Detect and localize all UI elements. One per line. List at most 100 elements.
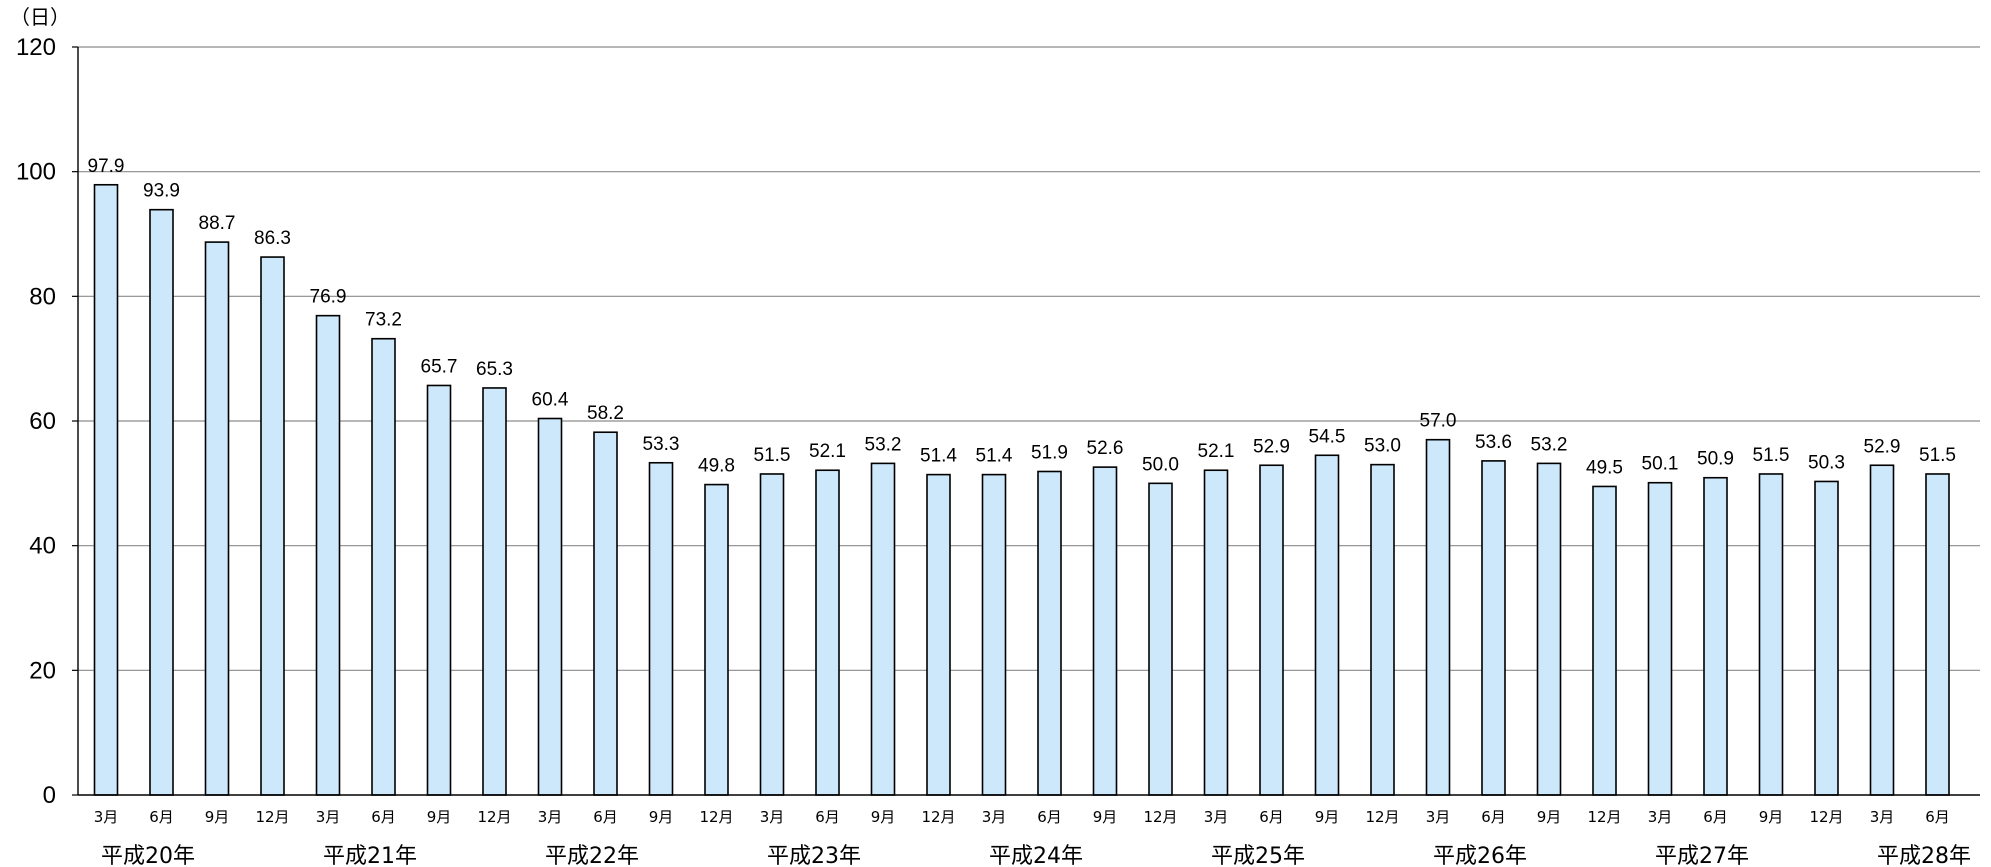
bar bbox=[1314, 454, 1340, 796]
data-label: 86.3 bbox=[254, 228, 291, 249]
bar bbox=[1370, 463, 1395, 796]
x-tick-label: 12月 bbox=[255, 808, 289, 826]
data-labels: 97.9 93.9 88.7 86.3 76.9 73.2 65.7 65.3 60.4 58.2… bbox=[88, 156, 1956, 479]
x-tick-label: 12月 bbox=[1809, 808, 1843, 826]
bar bbox=[1925, 473, 1950, 796]
year-group-label: 平成26年 bbox=[1433, 844, 1527, 867]
data-label: 49.8 bbox=[698, 456, 735, 477]
bar bbox=[204, 241, 230, 796]
x-tick-label: 12月 bbox=[1143, 808, 1177, 826]
x-tick-label: 3月 bbox=[982, 808, 1007, 826]
data-label: 51.5 bbox=[1753, 445, 1790, 466]
y-tick-label: 40 bbox=[29, 533, 56, 560]
bar bbox=[704, 483, 729, 796]
x-tick-label: 9月 bbox=[1315, 808, 1340, 826]
bar bbox=[482, 387, 507, 796]
bar bbox=[981, 473, 1007, 796]
y-tick-label: 120 bbox=[16, 34, 56, 61]
year-group-label: 平成22年 bbox=[545, 844, 639, 867]
y-tick-label: 100 bbox=[16, 159, 56, 186]
bar bbox=[1869, 464, 1895, 796]
bar bbox=[1259, 464, 1284, 796]
data-label: 52.1 bbox=[1198, 441, 1235, 462]
bar bbox=[1203, 469, 1229, 796]
bar bbox=[759, 473, 785, 796]
year-group-label: 平成28年 bbox=[1877, 844, 1971, 867]
x-tick-label: 6月 bbox=[1259, 808, 1284, 826]
bar bbox=[1037, 470, 1062, 796]
bar bbox=[815, 469, 840, 796]
year-group-label: 平成20年 bbox=[101, 844, 195, 867]
data-label: 57.0 bbox=[1420, 411, 1457, 432]
data-label: 52.9 bbox=[1864, 436, 1901, 457]
bar bbox=[1592, 485, 1617, 796]
data-label: 50.9 bbox=[1697, 449, 1734, 470]
x-tick-label: 3月 bbox=[1204, 808, 1229, 826]
x-axis-year-labels: 平成20年 平成21年 平成22年 平成23年 平成24年 平成25年 平成26年 平成27年… bbox=[101, 844, 1971, 867]
bar bbox=[426, 384, 452, 796]
x-tick-label: 3月 bbox=[1648, 808, 1673, 826]
data-label: 52.1 bbox=[809, 441, 846, 462]
bar bbox=[1481, 460, 1506, 796]
data-label: 93.9 bbox=[143, 181, 180, 202]
x-tick-label: 6月 bbox=[815, 808, 840, 826]
data-label: 50.0 bbox=[1142, 454, 1179, 475]
data-label: 52.6 bbox=[1087, 438, 1124, 459]
x-tick-label: 9月 bbox=[1537, 808, 1562, 826]
bar bbox=[1758, 473, 1784, 796]
x-tick-label: 9月 bbox=[205, 808, 230, 826]
x-tick-label: 6月 bbox=[149, 808, 174, 826]
year-group-label: 平成23年 bbox=[767, 844, 861, 867]
x-tick-label: 3月 bbox=[94, 808, 119, 826]
x-tick-label: 9月 bbox=[427, 808, 452, 826]
x-tick-label: 12月 bbox=[921, 808, 955, 826]
bar bbox=[1703, 476, 1728, 796]
x-axis-month-labels: 3月 6月 9月 12月 3月 6月 9月 12月 3月 6月 9月 12月 3月 6月 9月 12月 3月 6月… bbox=[94, 808, 1950, 826]
y-axis-ticks: 0 20 40 60 80 100 120 bbox=[16, 34, 78, 809]
year-group-label: 平成24年 bbox=[989, 844, 1083, 867]
data-label: 51.5 bbox=[1919, 445, 1956, 466]
x-tick-label: 6月 bbox=[1925, 808, 1950, 826]
data-label: 51.4 bbox=[920, 446, 957, 467]
bar bbox=[870, 462, 896, 796]
x-tick-label: 12月 bbox=[1365, 808, 1399, 826]
y-tick-label: 0 bbox=[43, 782, 56, 809]
bar bbox=[1092, 466, 1118, 796]
data-label: 53.6 bbox=[1475, 432, 1512, 453]
x-tick-label: 6月 bbox=[593, 808, 618, 826]
x-tick-label: 3月 bbox=[538, 808, 563, 826]
bar bbox=[593, 431, 618, 796]
data-label: 60.4 bbox=[532, 390, 569, 411]
data-label: 51.5 bbox=[754, 445, 791, 466]
data-label: 53.3 bbox=[643, 434, 680, 455]
x-tick-label: 12月 bbox=[477, 808, 511, 826]
bar bbox=[1814, 480, 1839, 796]
data-label: 73.2 bbox=[365, 310, 402, 331]
data-label: 53.0 bbox=[1364, 436, 1401, 457]
y-axis-unit-label: （日） bbox=[10, 5, 70, 29]
gridlines bbox=[78, 46, 1980, 671]
x-tick-label: 12月 bbox=[699, 808, 733, 826]
x-tick-label: 9月 bbox=[1093, 808, 1118, 826]
x-tick-label: 9月 bbox=[871, 808, 896, 826]
data-label: 65.7 bbox=[421, 356, 458, 377]
data-label: 97.9 bbox=[88, 156, 125, 177]
data-label: 53.2 bbox=[1531, 434, 1568, 455]
x-tick-label: 9月 bbox=[1759, 808, 1784, 826]
bar bbox=[260, 256, 285, 796]
year-group-label: 平成21年 bbox=[323, 844, 417, 867]
data-label: 49.5 bbox=[1586, 457, 1623, 478]
data-label: 53.2 bbox=[865, 434, 902, 455]
y-tick-label: 80 bbox=[29, 283, 56, 310]
data-label: 88.7 bbox=[199, 213, 236, 234]
x-tick-label: 3月 bbox=[316, 808, 341, 826]
x-tick-label: 9月 bbox=[649, 808, 674, 826]
x-tick-label: 6月 bbox=[371, 808, 396, 826]
data-label: 52.9 bbox=[1253, 436, 1290, 457]
x-tick-label: 3月 bbox=[1426, 808, 1451, 826]
bar bbox=[1148, 482, 1173, 796]
year-group-label: 平成27年 bbox=[1655, 844, 1749, 867]
year-group-label: 平成25年 bbox=[1211, 844, 1305, 867]
data-label: 58.2 bbox=[587, 403, 624, 424]
